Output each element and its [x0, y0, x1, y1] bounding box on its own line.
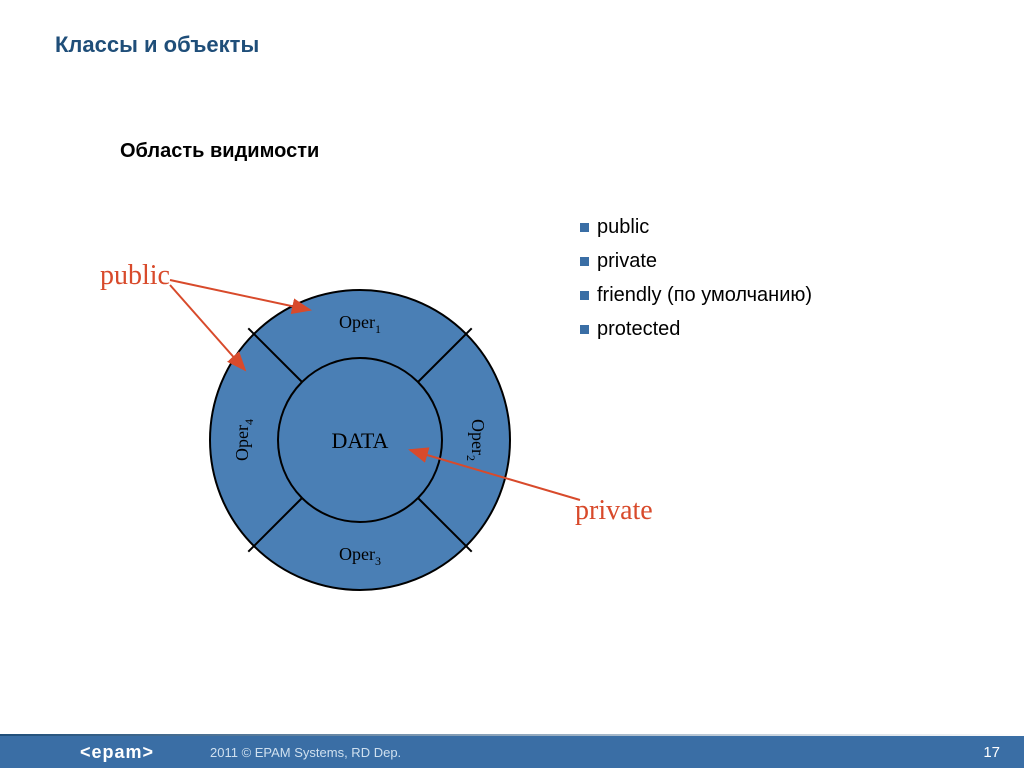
footer-page-number: 17	[983, 744, 1000, 761]
footer-logo: <epam>	[80, 740, 154, 764]
svg-text:DATA: DATA	[332, 428, 389, 453]
footer-copyright: 2011 © EPAM Systems, RD Dep.	[210, 745, 401, 760]
visibility-diagram: DATAOper1Oper2Oper3Oper4	[0, 0, 1024, 768]
footer: <epam> 2011 © EPAM Systems, RD Dep. 17	[0, 734, 1024, 768]
footer-bar: <epam> 2011 © EPAM Systems, RD Dep. 17	[0, 736, 1024, 768]
